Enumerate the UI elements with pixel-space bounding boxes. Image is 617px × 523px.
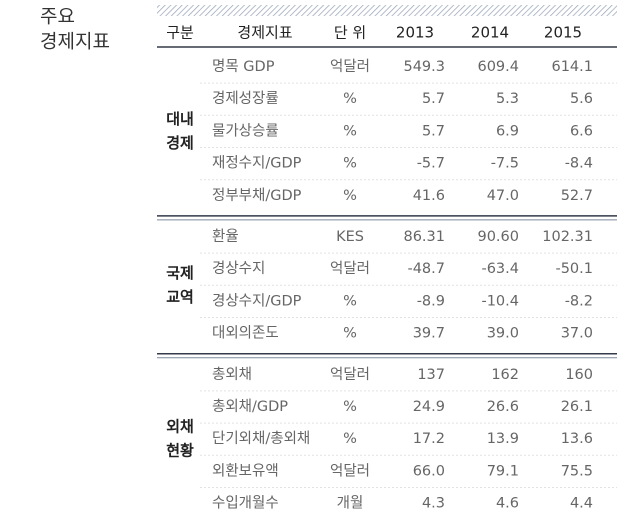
unit: % bbox=[343, 91, 357, 107]
page-title: 경제지표 bbox=[40, 31, 110, 53]
column-header: 2013 bbox=[396, 24, 434, 42]
unit: KES bbox=[336, 229, 364, 245]
value: 162 bbox=[491, 367, 519, 383]
unit: % bbox=[343, 399, 357, 415]
value: 26.1 bbox=[561, 399, 593, 415]
value: 4.6 bbox=[496, 496, 519, 512]
value: 39.7 bbox=[413, 326, 445, 342]
value: 79.1 bbox=[487, 463, 519, 479]
unit: % bbox=[343, 156, 357, 172]
indicator-name: 물가상승률 bbox=[212, 122, 279, 139]
value: 75.5 bbox=[561, 463, 593, 479]
column-header: 단 위 bbox=[334, 24, 366, 42]
column-header: 경제지표 bbox=[237, 24, 292, 42]
value: 90.60 bbox=[477, 229, 519, 245]
indicator-name: 외환보유액 bbox=[212, 462, 279, 479]
value: -48.7 bbox=[407, 261, 445, 277]
value: 609.4 bbox=[477, 59, 519, 75]
group-label: 국제 bbox=[166, 264, 194, 282]
value: 41.6 bbox=[413, 188, 445, 204]
value: 5.7 bbox=[422, 91, 445, 107]
value: 4.3 bbox=[422, 496, 445, 512]
header-band bbox=[157, 5, 617, 16]
unit: % bbox=[343, 431, 357, 447]
indicator-name: 경상수지/GDP bbox=[212, 292, 302, 309]
indicator-name: 재정수지/GDP bbox=[212, 155, 302, 172]
value: 39.0 bbox=[487, 326, 519, 342]
indicator-name: 대외의존도 bbox=[212, 325, 279, 342]
indicator-name: 수입개월수 bbox=[212, 495, 279, 512]
value: 86.31 bbox=[403, 229, 445, 245]
column-header: 2015 bbox=[544, 24, 582, 42]
group-label: 외채 bbox=[166, 418, 194, 436]
value: 6.6 bbox=[570, 123, 593, 139]
value: 52.7 bbox=[561, 188, 593, 204]
group-label: 현황 bbox=[166, 442, 194, 460]
value: 13.9 bbox=[487, 431, 519, 447]
value: 6.9 bbox=[496, 123, 519, 139]
group-label: 교역 bbox=[166, 288, 194, 306]
unit: 억달러 bbox=[330, 58, 370, 75]
indicator-name: 정부부채/GDP bbox=[212, 187, 302, 204]
column-header: 구분 bbox=[166, 24, 194, 42]
value: 160 bbox=[565, 367, 593, 383]
indicator-name: 명목 GDP bbox=[212, 58, 275, 75]
indicator-name: 총외채/GDP bbox=[212, 398, 288, 415]
indicator-name: 경상수지 bbox=[212, 260, 265, 277]
value: 47.0 bbox=[487, 188, 519, 204]
value: -63.4 bbox=[481, 261, 519, 277]
value: 137 bbox=[417, 367, 445, 383]
value: 66.0 bbox=[413, 463, 445, 479]
group-label: 대내 bbox=[166, 110, 194, 128]
value: 26.6 bbox=[487, 399, 519, 415]
value: 614.1 bbox=[551, 59, 593, 75]
value: -50.1 bbox=[555, 261, 593, 277]
unit: 억달러 bbox=[330, 260, 370, 277]
unit: 억달러 bbox=[330, 366, 370, 383]
value: 5.6 bbox=[570, 91, 593, 107]
unit: % bbox=[343, 188, 357, 204]
indicator-name: 경제성장률 bbox=[212, 90, 279, 107]
value: -7.5 bbox=[491, 156, 519, 172]
value: -8.2 bbox=[565, 293, 593, 309]
value: 102.31 bbox=[542, 229, 593, 245]
value: 4.4 bbox=[570, 496, 593, 512]
value: -5.7 bbox=[417, 156, 445, 172]
value: 549.3 bbox=[403, 59, 445, 75]
unit: 억달러 bbox=[330, 462, 370, 479]
indicator-name: 환율 bbox=[212, 228, 239, 245]
value: -8.4 bbox=[565, 156, 593, 172]
page-title: 주요 bbox=[40, 6, 75, 28]
unit: % bbox=[343, 123, 357, 139]
value: -8.9 bbox=[417, 293, 445, 309]
value: 17.2 bbox=[413, 431, 445, 447]
indicator-name: 단기외채/총외채 bbox=[212, 430, 310, 447]
value: 37.0 bbox=[561, 326, 593, 342]
group-label: 경제 bbox=[166, 134, 194, 152]
value: 13.6 bbox=[561, 431, 593, 447]
value: -10.4 bbox=[481, 293, 519, 309]
value: 24.9 bbox=[413, 399, 445, 415]
unit: 개월 bbox=[337, 495, 364, 512]
value: 5.3 bbox=[496, 91, 519, 107]
unit: % bbox=[343, 326, 357, 342]
unit: % bbox=[343, 293, 357, 309]
column-header: 2014 bbox=[471, 24, 509, 42]
indicator-name: 총외채 bbox=[212, 366, 252, 383]
value: 5.7 bbox=[422, 123, 445, 139]
